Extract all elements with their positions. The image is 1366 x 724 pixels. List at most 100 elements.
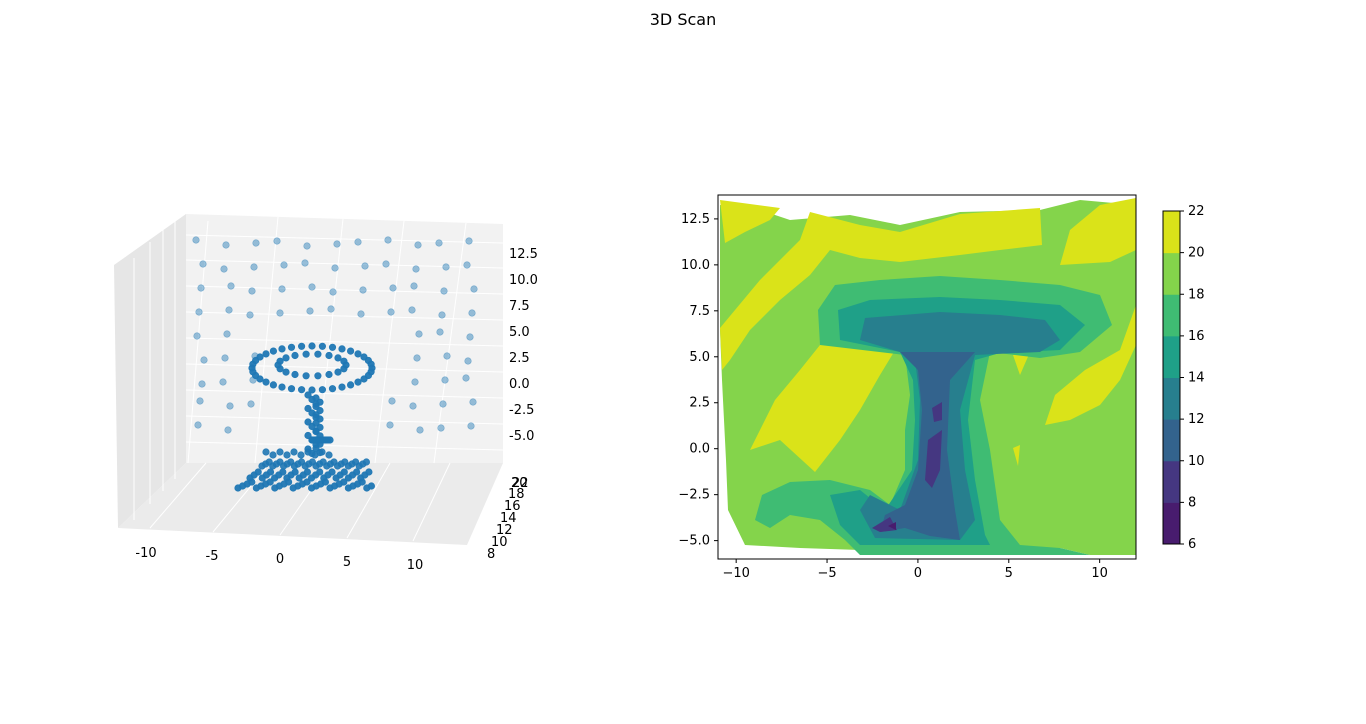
x-tick-label: 5: [1005, 566, 1013, 581]
y-tick-label: 7.5: [689, 304, 710, 319]
scatter-point: [326, 436, 334, 444]
scatter-point: [354, 378, 362, 386]
scatter-point: [219, 378, 227, 386]
scatter-point: [328, 385, 337, 393]
scatter-point: [282, 368, 290, 376]
scatter-point: [338, 383, 346, 391]
scatter-point: [362, 458, 371, 466]
colorbar-tick-label: 16: [1188, 329, 1205, 344]
scatter-point: [278, 383, 286, 391]
scatter-point: [254, 468, 262, 476]
grid-3d: [133, 216, 504, 542]
scatter-point: [328, 343, 337, 351]
scatter-point: [436, 328, 444, 336]
scatter-point: [333, 240, 341, 248]
scatter-point: [360, 375, 368, 383]
contour-chart: −10 −5 0 5 10 −5.0 −2.5 0.0 2.5 5.0 7.5 10.0 12.5 6 8…: [678, 194, 1205, 581]
scatter-point: [389, 284, 397, 292]
z-tick-label: -2.5: [509, 403, 534, 418]
scatter-point: [197, 284, 205, 292]
scatter3d-chart: -10 -5 0 5 10810121416182022-5.0-2.50.02.55.…: [114, 214, 538, 573]
x-tick-label: −10: [722, 566, 749, 581]
scatter-point: [408, 306, 416, 314]
scatter-point: [303, 478, 311, 486]
scatter-point: [248, 478, 256, 486]
x-tick-label: −5: [817, 566, 836, 581]
scatter-point: [386, 421, 394, 429]
scatter-point: [416, 426, 424, 434]
scatter-point: [412, 265, 420, 273]
scatter-point: [340, 478, 348, 486]
colorbar-tick-label: 12: [1188, 412, 1205, 427]
scatter-point: [250, 263, 258, 271]
scatter-point: [463, 261, 471, 269]
scatter-point: [329, 288, 337, 296]
scatter-point: [318, 342, 327, 350]
colorbar-tick-label: 22: [1188, 204, 1205, 219]
scatter-point: [327, 305, 335, 313]
y-tick-label: 2.5: [689, 396, 710, 411]
scatter-point: [225, 306, 233, 314]
scatter-point: [282, 354, 290, 362]
scatter-point: [462, 374, 470, 382]
y-tick-label: 10: [491, 535, 508, 550]
x-tick-label: 0: [914, 566, 922, 581]
scatter-point: [224, 426, 232, 434]
plot-frame: [717, 194, 1137, 560]
z-tick-label: 5.0: [509, 325, 530, 340]
scatter-point: [318, 386, 327, 394]
scatter-point: [384, 236, 392, 244]
scatter-point: [276, 309, 284, 317]
scatter-point: [227, 282, 235, 290]
contour-level-20-22-dot-2: [1013, 445, 1020, 466]
y-tick-label: 10.0: [681, 258, 710, 273]
scatter-point: [321, 478, 330, 486]
scatter-point: [220, 265, 228, 273]
z-tick-label: 2.5: [509, 351, 530, 366]
scatter-point: [278, 285, 286, 293]
scatter-point: [314, 372, 322, 380]
scatter-point: [437, 424, 445, 432]
grid-line-z: [185, 311, 504, 321]
scatter-point: [464, 357, 472, 365]
scatter-point: [308, 395, 316, 404]
x-tick-label: 5: [343, 555, 351, 570]
z-tick-label: 0.0: [509, 377, 530, 392]
scatter-point: [387, 308, 395, 316]
scatter-point: [192, 236, 200, 244]
scatter-point: [222, 241, 230, 249]
scatter-point: [441, 376, 449, 384]
scatter-point: [198, 380, 206, 388]
scatter-point: [269, 451, 277, 459]
contour-regions: [720, 198, 1136, 555]
point-cloud: [192, 236, 478, 492]
scatter-point: [308, 283, 316, 291]
x-tick-label: 0: [276, 552, 284, 567]
colorbar-segment: [1163, 252, 1180, 295]
scatter-point: [303, 242, 311, 250]
scatter-point: [247, 400, 255, 408]
scatter-point: [442, 263, 450, 271]
scatter-point: [466, 333, 474, 341]
scatter-point: [435, 239, 443, 247]
colorbar-tick-label: 6: [1188, 537, 1196, 552]
scatter-point: [308, 342, 316, 350]
scatter-point: [278, 345, 286, 353]
scatter-point: [280, 261, 288, 269]
scatter-point: [340, 365, 348, 373]
grid-line-x: [374, 220, 405, 464]
colorbar-segment: [1163, 377, 1180, 420]
scatter-point: [470, 285, 478, 293]
grid-line-z: [185, 234, 504, 244]
scatter-point: [302, 372, 310, 380]
scatter-point: [290, 448, 298, 456]
grid-line-z: [185, 415, 504, 425]
scatter-point: [256, 353, 264, 361]
contour-level-20-22-right-edge: [1045, 305, 1136, 425]
scatter-point: [304, 448, 312, 456]
y-tick-label: −2.5: [678, 488, 710, 503]
y-tick-label: −5.0: [678, 534, 710, 549]
pane-floor: [118, 463, 503, 545]
scatter-point: [365, 468, 373, 476]
scatter-point: [252, 239, 260, 247]
